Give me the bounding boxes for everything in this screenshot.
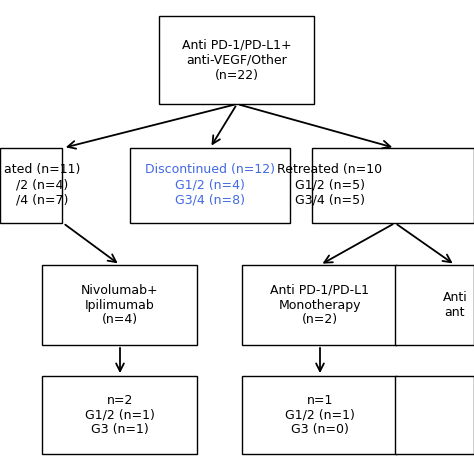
Bar xyxy=(43,265,198,345)
Bar xyxy=(395,265,474,345)
Text: Nivolumab+
Ipilimumab
(n=4): Nivolumab+ Ipilimumab (n=4) xyxy=(81,283,159,327)
Text: n=2
G1/2 (n=1)
G3 (n=1): n=2 G1/2 (n=1) G3 (n=1) xyxy=(85,393,155,437)
Bar xyxy=(0,147,63,222)
Bar xyxy=(395,376,474,454)
Text: Retreated (n=10
G1/2 (n=5)
G3/4 (n=5): Retreated (n=10 G1/2 (n=5) G3/4 (n=5) xyxy=(277,164,383,207)
Bar xyxy=(159,16,315,104)
Text: Anti
ant: Anti ant xyxy=(443,291,467,319)
Text: Discontinued (n=12)
G1/2 (n=4)
G3/4 (n=8): Discontinued (n=12) G1/2 (n=4) G3/4 (n=8… xyxy=(145,164,275,207)
Bar xyxy=(243,265,398,345)
Bar xyxy=(312,147,474,222)
Bar xyxy=(130,147,290,222)
Text: n=1
G1/2 (n=1)
G3 (n=0): n=1 G1/2 (n=1) G3 (n=0) xyxy=(285,393,355,437)
Text: ated (n=11)
/2 (n=4)
/4 (n=7): ated (n=11) /2 (n=4) /4 (n=7) xyxy=(4,164,81,207)
Text: Anti PD-1/PD-L1
Monotherapy
(n=2): Anti PD-1/PD-L1 Monotherapy (n=2) xyxy=(271,283,370,327)
Bar xyxy=(43,376,198,454)
Text: Anti PD-1/PD-L1+
anti-VEGF/Other
(n=22): Anti PD-1/PD-L1+ anti-VEGF/Other (n=22) xyxy=(182,38,292,82)
Bar xyxy=(243,376,398,454)
